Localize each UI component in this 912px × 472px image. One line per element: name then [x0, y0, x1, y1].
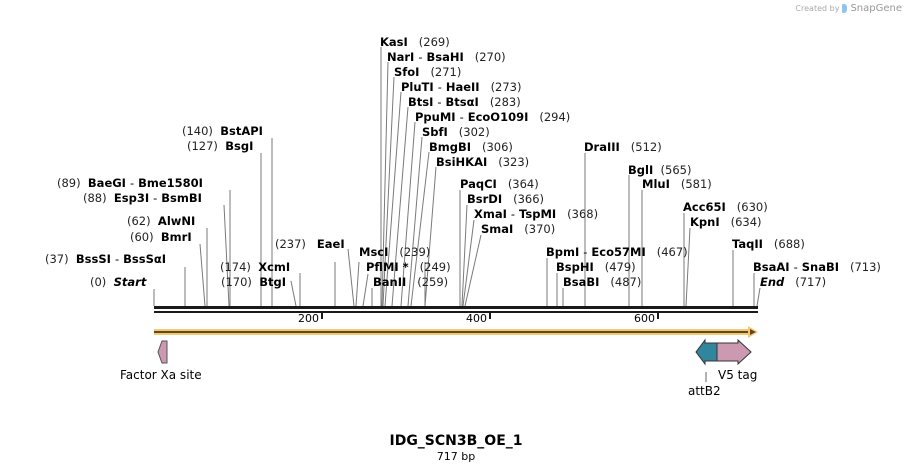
- snapgene-logo-icon: [842, 4, 848, 13]
- site-pflmi[interactable]: PflMI * (249): [366, 260, 451, 274]
- site-bmgbi[interactable]: BmgBI (306): [429, 140, 513, 154]
- site-pluti[interactable]: PluTI - HaeII (273): [401, 80, 522, 94]
- sequence-name: IDG_SCN3B_OE_1: [389, 433, 523, 449]
- site-bgli[interactable]: BglI (565): [628, 163, 692, 177]
- site-paqci[interactable]: PaqCI (364): [460, 177, 539, 191]
- snapgene-credit: Created by SnapGene: [795, 3, 902, 14]
- ruler-tick-200: 200: [298, 312, 319, 325]
- site-xcmi[interactable]: (174) XcmI: [220, 260, 291, 274]
- feature-label-v5-tag[interactable]: V5 tag: [718, 368, 758, 382]
- site-bsphi[interactable]: BspHI (479): [556, 260, 636, 274]
- site-acc65i[interactable]: Acc65I (630): [683, 200, 768, 214]
- site-bsgi[interactable]: (127) BsgI: [187, 139, 254, 153]
- site-bsabi[interactable]: BsaBI (487): [563, 275, 642, 289]
- site-bmri[interactable]: (60) BmrI: [130, 230, 192, 244]
- site-bpmi[interactable]: BpmI - Eco57MI (467): [546, 245, 688, 259]
- site-banii[interactable]: BanII (259): [373, 275, 449, 289]
- site-ppumi[interactable]: PpuMI - EcoO109I (294): [415, 110, 571, 124]
- attb2-feature: [695, 338, 718, 366]
- site-msci[interactable]: MscI (239): [359, 245, 431, 259]
- v5-tag-feature: [716, 338, 752, 366]
- credit-brand: SnapGene: [850, 3, 902, 14]
- site-bsihkai[interactable]: BsiHKAI (323): [436, 155, 530, 169]
- factor-xa-feature: [157, 340, 168, 364]
- credit-prefix: Created by: [795, 4, 840, 13]
- site-leader-lines: [153, 47, 761, 307]
- site-bstapi[interactable]: (140) BstAPI: [182, 124, 263, 138]
- site-draiii[interactable]: DraIII (512): [584, 140, 662, 154]
- site-nari[interactable]: NarI - BsaHI (270): [387, 50, 506, 64]
- site-bsaai[interactable]: BsaAI - SnaBI (713): [753, 260, 881, 274]
- site-alwni[interactable]: (62) AlwNI: [127, 214, 196, 228]
- site-bsrdi[interactable]: BsrDI (366): [467, 192, 545, 206]
- site-esp3i[interactable]: (88) Esp3I - BsmBI: [83, 191, 202, 205]
- ruler-tick-600: 600: [634, 312, 655, 325]
- site-kpni[interactable]: KpnI (634): [690, 215, 762, 229]
- site-sfoi[interactable]: SfoI (271): [394, 65, 462, 79]
- site-eaei[interactable]: (237) EaeI: [275, 237, 345, 251]
- site-mlui[interactable]: MluI (581): [642, 177, 712, 191]
- site-bsssi[interactable]: (37) BssSI - BssSαI: [45, 252, 167, 266]
- site-btgi[interactable]: (170) BtgI: [221, 275, 287, 289]
- backbone-bottom-strand: [154, 311, 758, 313]
- site-smai[interactable]: SmaI (370): [481, 222, 556, 236]
- site-xmai[interactable]: XmaI - TspMI (368): [474, 207, 599, 221]
- site-end[interactable]: End (717): [760, 275, 827, 289]
- site-btsi[interactable]: BtsI - BtsαI (283): [408, 95, 521, 109]
- feature-label-attb2[interactable]: attB2: [688, 384, 721, 398]
- site-kasi[interactable]: KasI (269): [380, 35, 450, 49]
- feature-label-factor-xa[interactable]: Factor Xa site: [120, 368, 202, 382]
- site-baegi[interactable]: (89) BaeGI - Bme1580I: [57, 176, 203, 190]
- site-start[interactable]: (0) Start: [90, 275, 147, 289]
- ruler-tick-400: 400: [466, 312, 487, 325]
- sequence-length: 717 bp: [436, 450, 476, 463]
- site-taqii[interactable]: TaqII (688): [732, 237, 805, 251]
- site-sbfi[interactable]: SbfI (302): [422, 125, 490, 139]
- backbone-top-strand: [154, 306, 758, 309]
